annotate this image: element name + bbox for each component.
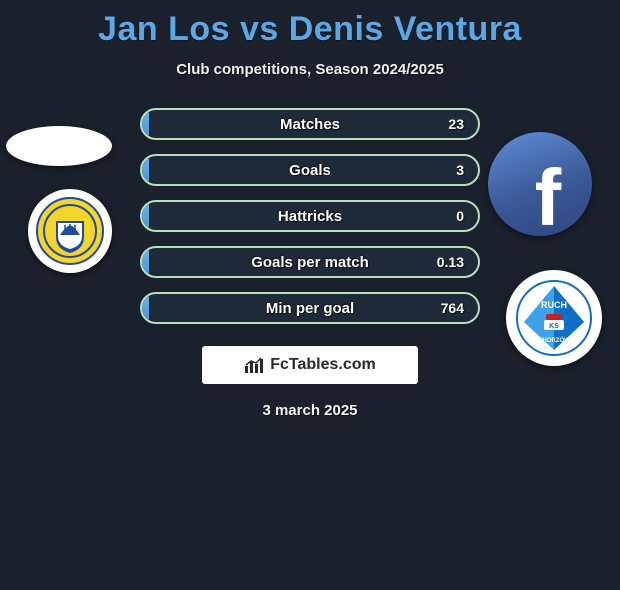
player-1-avatar: [6, 126, 112, 166]
svg-text:RUCH: RUCH: [541, 300, 567, 310]
stat-row-goals: Goals 3: [140, 154, 480, 186]
stat-row-hattricks: Hattricks 0: [140, 200, 480, 232]
arka-crest-icon: [36, 197, 104, 265]
stat-row-matches: Matches 23: [140, 108, 480, 140]
stat-row-gpm: Goals per match 0.13: [140, 246, 480, 278]
stat-label: Goals: [142, 162, 478, 179]
facebook-badge[interactable]: f: [488, 132, 592, 236]
stat-value: 3: [456, 162, 464, 178]
stat-row-mpg: Min per goal 764: [140, 292, 480, 324]
stat-label: Hattricks: [142, 208, 478, 225]
page-subtitle: Club competitions, Season 2024/2025: [0, 61, 620, 78]
svg-text:KS: KS: [549, 323, 559, 330]
stat-label: Min per goal: [142, 300, 478, 317]
date-text: 3 march 2025: [0, 402, 620, 419]
team-2-crest: RUCH CHORZÓW KS: [506, 270, 602, 366]
brand-text: FcTables.com: [270, 356, 376, 374]
stats-container: Matches 23 Goals 3 Hattricks 0 Goals per…: [140, 108, 480, 324]
stat-value: 764: [441, 300, 464, 316]
stat-label: Matches: [142, 116, 478, 133]
stat-value: 23: [448, 116, 464, 132]
team-1-crest: [28, 189, 112, 273]
svg-text:CHORZÓW: CHORZÓW: [538, 336, 570, 344]
stat-value: 0: [456, 208, 464, 224]
page-title: Jan Los vs Denis Ventura: [0, 10, 620, 49]
ruch-crest-icon: RUCH CHORZÓW KS: [514, 278, 594, 358]
stat-label: Goals per match: [142, 254, 478, 271]
bars-icon: [244, 356, 264, 374]
facebook-icon: f: [535, 152, 562, 244]
brand-logo-box[interactable]: FcTables.com: [202, 346, 418, 384]
stat-value: 0.13: [437, 254, 464, 270]
